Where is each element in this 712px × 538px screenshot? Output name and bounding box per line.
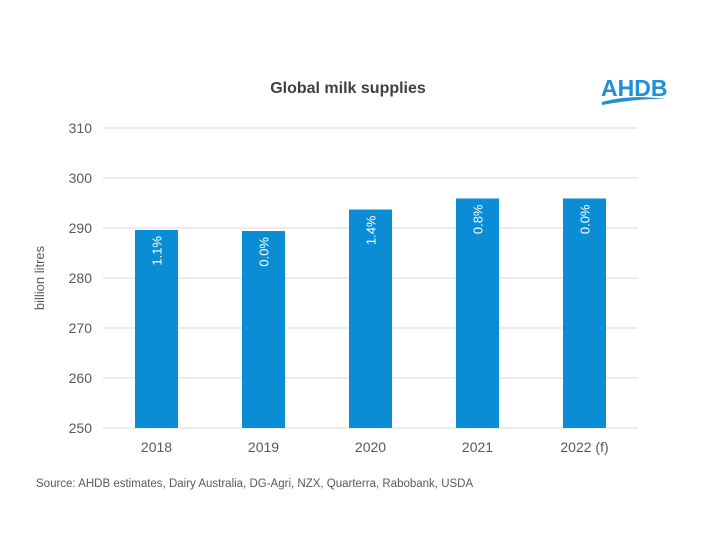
data-label: 1.1% — [150, 236, 165, 266]
logo-text: AHDB — [601, 75, 667, 101]
y-tick-label: 300 — [69, 170, 93, 186]
ahdb-logo: AHDB — [600, 72, 670, 117]
bar — [563, 198, 606, 428]
bar — [456, 198, 499, 428]
x-tick-label: 2021 — [462, 439, 493, 455]
y-axis-label: billion litres — [32, 245, 47, 310]
logo-wave-icon — [602, 97, 666, 105]
y-tick-label: 290 — [69, 220, 93, 236]
y-tick-label: 260 — [69, 370, 93, 386]
bar — [242, 231, 285, 428]
source-note: Source: AHDB estimates, Dairy Australia,… — [36, 478, 474, 490]
gridlines — [103, 127, 638, 429]
x-tick-label: 2018 — [141, 439, 172, 455]
x-tick-labels: 2018 2019 2020 2021 2022 (f) — [141, 439, 609, 455]
x-tick-label: 2019 — [248, 439, 279, 455]
data-label: 0.0% — [578, 204, 593, 234]
y-tick-labels: 250 260 270 280 290 300 310 — [69, 120, 93, 436]
data-label: 1.4% — [364, 215, 379, 245]
x-tick-label: 2022 (f) — [560, 439, 608, 455]
y-tick-label: 270 — [69, 320, 93, 336]
bars — [135, 198, 606, 428]
chart-title: Global milk supplies — [270, 80, 426, 97]
data-labels: 1.1% 0.0% 1.4% 0.8% 0.0% — [150, 204, 593, 267]
y-tick-label: 280 — [69, 270, 93, 286]
bar — [135, 230, 178, 428]
y-tick-label: 250 — [69, 420, 93, 436]
x-tick-label: 2020 — [355, 439, 386, 455]
data-label: 0.0% — [257, 237, 272, 267]
data-label: 0.8% — [471, 204, 486, 234]
bar — [349, 209, 392, 428]
y-tick-label: 310 — [69, 120, 93, 136]
